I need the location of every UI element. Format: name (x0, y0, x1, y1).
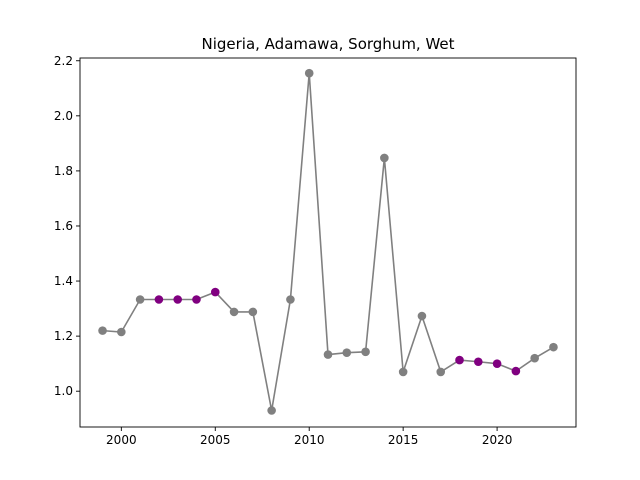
data-point (248, 307, 258, 317)
data-point (398, 367, 408, 377)
data-point (342, 348, 352, 357)
x-tick-label: 2010 (294, 433, 325, 447)
data-point (286, 295, 295, 304)
data-point (117, 327, 126, 337)
data-point (492, 359, 502, 368)
axes-frame (79, 57, 577, 428)
plot-area (98, 68, 558, 415)
data-point (417, 311, 427, 321)
data-point (154, 295, 164, 304)
data-point (267, 406, 276, 415)
data-point (304, 68, 314, 78)
data-point (530, 353, 539, 363)
series-line (102, 73, 554, 411)
y-tick-label: 1.8 (54, 164, 73, 178)
data-point (361, 347, 370, 357)
x-tick-label: 2005 (200, 433, 231, 447)
data-point (192, 295, 201, 304)
y-tick-label: 1.0 (54, 384, 73, 398)
data-point (210, 287, 220, 297)
data-point (511, 366, 521, 376)
y-tick-label: 2.0 (54, 109, 73, 123)
x-tick-label: 2020 (482, 433, 513, 447)
data-point (380, 153, 389, 163)
y-tick-label: 1.2 (54, 329, 73, 343)
y-tick-label: 1.4 (54, 274, 73, 288)
data-point (323, 350, 333, 359)
y-tick-label: 1.6 (54, 219, 73, 233)
data-point (173, 295, 182, 304)
y-tick-label: 2.2 (54, 54, 73, 68)
data-point (98, 326, 107, 335)
data-point (474, 357, 483, 367)
x-tick-label: 2000 (106, 433, 137, 447)
data-point (549, 342, 558, 352)
data-point (229, 307, 239, 317)
chart-title: Nigeria, Adamawa, Sorghum, Wet (201, 35, 454, 53)
data-point (135, 295, 145, 304)
axes: 2000 2005 2010 2015 2020 1.0 1.2 1.4 1.6 1.8 2.0 2.… (54, 54, 512, 447)
x-tick-label: 2015 (388, 433, 419, 447)
data-point (436, 367, 446, 377)
data-point (455, 355, 464, 365)
